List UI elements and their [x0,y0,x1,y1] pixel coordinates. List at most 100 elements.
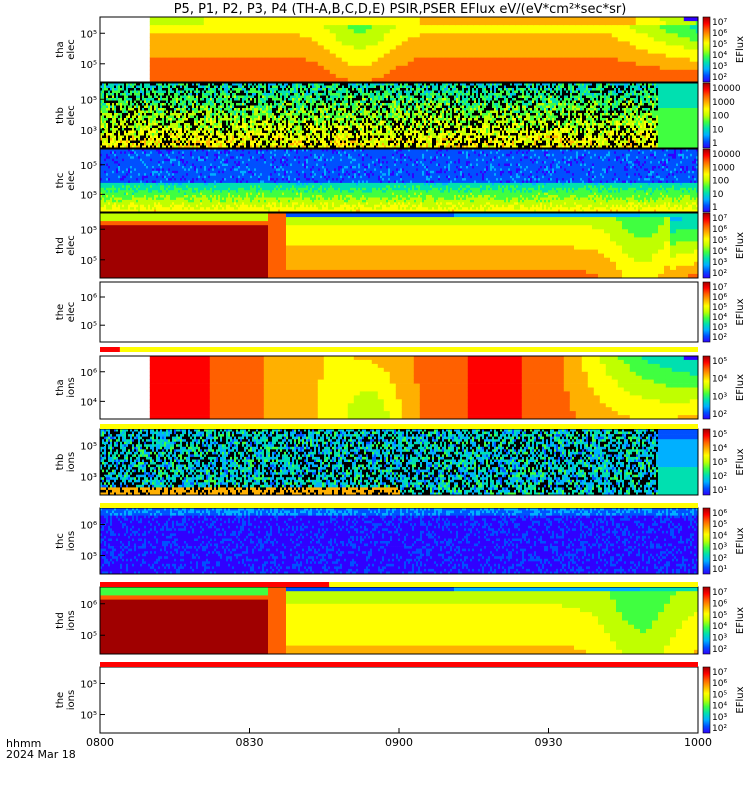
tha-ions-ylabel-2: ions [66,377,77,397]
thc-elec-cbar-tick: 1 [712,203,718,213]
thd-elec-cbar-tick: 10⁷ [712,214,727,224]
status-bar-4-segment [100,582,330,587]
tha-elec-cbar-tick: 10⁵ [712,40,727,50]
tha-ions-cells [149,356,698,419]
time-axis: 0800 0830 0900 0930 1000 [86,728,712,749]
status-bar-1-segment [100,347,120,352]
thb-elec-cbar-tick: 10 [712,125,724,135]
thd-elec-cbar-tick: 10² [712,269,727,279]
thb-ions-ylabel-1: thb [55,454,66,471]
thc-ions-cbar-tick: 10² [712,554,727,564]
thd-ions-cbar-tick: 10⁷ [712,588,727,598]
thc-ions-ytick-label: 10⁶ [80,521,97,532]
thc-elec-ylabel-1: thc [55,173,66,189]
thc-ions-cbar-tick: 10⁶ [712,509,727,519]
thc-elec-cbar-tick: 100 [712,177,729,187]
thc-ions-ylabel-1: thc [55,533,66,549]
the-elec-cbar-tick: 10⁵ [712,303,727,313]
the-ions-ytick-label: 10⁵ [80,680,97,691]
tha-ions-cbar-tick: 10⁴ [712,375,727,385]
the-elec-ytick-label: 10⁵ [80,321,97,332]
thc-elec-ytick-label: 10⁵ [80,161,97,172]
thb-ions-ytick-label: 10³ [80,473,97,484]
time-axis-format-label: hhmm [6,737,41,750]
the-ions-cbar-tick: 10² [712,724,727,734]
tha-elec-ytick-label: 10⁵ [80,60,97,71]
thb-ions-colorbar [702,428,711,496]
thd-ions-cbar-tick: 10² [712,645,727,655]
thc-elec-colorbar [702,148,711,213]
the-elec-colorbar [702,281,711,343]
thb-elec-ytick-label: 10⁵ [80,95,97,106]
status-bar-1 [100,347,698,352]
thc-ions-cbar-tick: 10⁵ [712,520,727,530]
figure-title: P5, P1, P2, P3, P4 (TH-A,B,C,D,E) PSIR,P… [174,2,627,17]
the-elec-cbar-tick: 10² [712,333,727,343]
thc-ions-cbar-title: EFlux [735,527,746,554]
thd-ions-cbar-tick: 10⁴ [712,622,727,632]
thc-elec-frame [99,148,699,213]
the-elec-frame [99,281,699,343]
thb-elec-cbar-tick: 100 [712,112,729,122]
tha-ions-colorbar [702,355,711,420]
thb-ions-ytick-label: 10⁵ [80,442,97,453]
date-label: 2024 Mar 18 [6,748,76,761]
status-bar-3-segment [100,503,698,508]
thd-ions-ytick-label: 10⁵ [80,631,97,642]
tha-elec-cbar-tick: 10³ [712,62,727,72]
tha-elec-cbar-tick: 10⁴ [712,51,727,61]
thb-elec-cbar-tick: 1 [712,139,718,149]
thb-ions-cbar-tick: 10⁴ [712,444,727,454]
the-ions-cbar-title: EFlux [735,686,746,713]
thd-elec-cbar-tick: 10³ [712,258,727,268]
status-bar-1-segment [119,347,698,352]
thb-elec-ytick-label: 10³ [80,126,97,137]
thd-ions-colorbar [702,586,711,655]
tha-elec-cbar-tick: 10⁶ [712,29,727,39]
status-bar-2 [100,424,698,429]
status-bar-2-segment [100,424,698,429]
the-elec-cbar-tick: 10³ [712,323,727,333]
tha-elec-cbar-tick: 10⁷ [712,18,727,28]
thd-elec-ylabel-1: thd [55,237,66,254]
thd-elec-colorbar [702,212,711,279]
tha-ions-ytick-label: 10⁶ [80,368,97,379]
the-ions-cbar-tick: 10⁵ [712,690,727,700]
thd-elec-cbar-tick: 10⁴ [712,247,727,257]
the-elec-cbar-tick: 10⁶ [712,293,727,303]
the-elec-cbar-title: EFlux [735,298,746,325]
tha-elec-ylabel-2: elec [66,39,77,60]
thc-elec-cells [100,149,698,212]
tha-elec-cells [149,17,698,82]
tha-ions-ylabel-1: tha [55,379,66,395]
thc-ions-ytick-label: 10⁵ [80,552,97,563]
thd-ions-cbar-title: EFlux [735,607,746,634]
the-ions-cbar-tick: 10⁶ [712,679,727,689]
the-ions-cbar-tick: 10³ [712,713,727,723]
thd-ions-cbar-tick: 10⁶ [712,599,727,609]
thd-elec-ytick-label: 10⁵ [80,225,97,236]
thc-elec-cbar-tick: 1000 [712,163,735,173]
tha-elec-cbar-title: EFlux [735,36,746,63]
thd-elec-cells [100,213,698,278]
thc-ions-cbar-tick: 10⁴ [712,531,727,541]
thd-elec-ytick-label: 10⁵ [80,256,97,267]
status-bar-3 [100,503,698,508]
thb-ions-cbar-tick: 10⁵ [712,430,727,440]
thd-elec-cbar-tick: 10⁶ [712,225,727,235]
tha-elec-frame [99,16,699,83]
thc-ions-cbar-tick: 10³ [712,543,727,553]
tha-ions-cbar-tick: 10⁵ [712,357,727,367]
thb-ions-cbar-tick: 10¹ [712,486,727,496]
thc-ions-cbar-tick: 10¹ [712,565,727,575]
thd-ions-ylabel-2: ions [66,610,77,630]
time-tick-label: 0900 [385,736,413,749]
tha-ions-ytick-label: 10⁴ [80,397,97,408]
thb-elec-frame [99,82,699,149]
